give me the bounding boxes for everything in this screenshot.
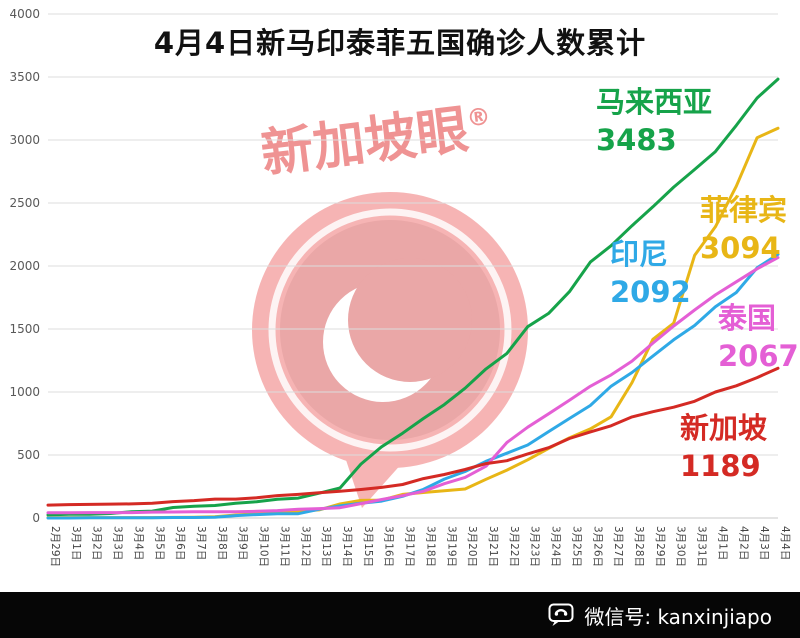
legend-philippines: 菲律宾 3094 [700, 192, 787, 267]
x-tick-label: 3月10日 [258, 526, 270, 567]
x-tick-label: 3月25日 [570, 526, 582, 567]
y-tick-label: 1500 [9, 322, 40, 336]
x-tick-label: 3月29日 [654, 526, 666, 567]
x-tick-label: 3月3日 [112, 526, 124, 560]
footer-bar: 微信号: kanxinjiapo [0, 592, 800, 638]
watermark-logo-icon [252, 192, 528, 508]
series-line-thailand [46, 256, 780, 515]
chart-area: 新加坡眼® 0 500 1000 1500 2000 2500 3000 3500 4000 2月… [9, 7, 799, 568]
x-tick-label: 3月17日 [404, 526, 416, 567]
x-tick-label: 3月19日 [445, 526, 457, 567]
x-tick-label: 3月24日 [550, 526, 562, 567]
y-tick-label: 2000 [9, 259, 40, 273]
x-tick-label: 3月31日 [696, 526, 708, 567]
x-tick-label: 4月4日 [779, 526, 791, 560]
legend-singapore-value: 1189 [680, 448, 761, 483]
x-tick-label: 3月4日 [132, 526, 144, 560]
legend-singapore: 新加坡 1189 [680, 410, 767, 485]
legend-philippines-value: 3094 [700, 230, 781, 265]
series-line-malaysia [46, 77, 780, 517]
wechat-id-text: 微信号: kanxinjiapo [584, 604, 772, 629]
x-tick-label: 3月13日 [320, 526, 332, 567]
y-tick-label: 0 [32, 511, 40, 525]
x-tick-label: 3月7日 [195, 526, 207, 560]
x-tick-label: 3月12日 [299, 526, 311, 567]
x-tick-label: 3月28日 [633, 526, 645, 567]
legend-thailand-value: 2067 [718, 338, 799, 373]
y-tick-label: 3000 [9, 133, 40, 147]
legend-malaysia-value: 3483 [596, 122, 677, 157]
x-tick-label: 3月22日 [508, 526, 520, 567]
plot-canvas: 0 500 1000 1500 2000 2500 3000 3500 4000 2月29日 3月1… [9, 7, 791, 567]
x-tick-label: 3月9日 [237, 526, 249, 560]
legend-indonesia-name: 印尼 [610, 237, 669, 271]
y-tick-label: 1000 [9, 385, 40, 399]
y-tick-label: 3500 [9, 70, 40, 84]
x-tick-label: 3月8日 [216, 526, 228, 560]
wechat-icon [548, 603, 574, 626]
x-tick-label: 4月2日 [737, 526, 749, 560]
x-tick-label: 4月3日 [758, 526, 770, 560]
legend-indonesia-value: 2092 [610, 274, 691, 309]
x-tick-label: 3月15日 [362, 526, 374, 567]
x-tick-label: 2月29日 [49, 526, 61, 567]
legend-philippines-name: 菲律宾 [700, 193, 788, 227]
x-tick-label: 3月21日 [487, 526, 499, 567]
y-tick-label: 500 [17, 448, 40, 462]
chart-title: 4月4日新马印泰菲五国确诊人数累计 [153, 26, 647, 60]
x-tick-label: 3月5日 [153, 526, 165, 560]
x-tick-label: 3月1日 [70, 526, 82, 560]
legend-malaysia-name: 马来西亚 [596, 85, 713, 119]
x-tick-label: 3月30日 [675, 526, 687, 567]
x-tick-label: 3月6日 [174, 526, 186, 560]
legend-malaysia: 马来西亚 3483 [596, 84, 712, 159]
x-tick-label: 3月26日 [591, 526, 603, 567]
x-tick-label: 3月20日 [466, 526, 478, 567]
x-tick-label: 3月14日 [341, 526, 353, 567]
x-tick-label: 3月2日 [91, 526, 103, 560]
legend-indonesia: 印尼 2092 [610, 236, 691, 311]
x-tick-label: 3月27日 [612, 526, 624, 567]
x-tick-label: 3月18日 [424, 526, 436, 567]
series-line-philippines [46, 126, 780, 520]
x-tick-label: 4月1日 [716, 526, 728, 560]
y-tick-label: 4000 [9, 7, 40, 21]
y-tick-label: 2500 [9, 196, 40, 210]
x-tick-label: 3月23日 [529, 526, 541, 567]
legend-thailand-name: 泰国 [718, 301, 777, 335]
legend-thailand: 泰国 2067 [718, 300, 799, 375]
x-tick-label: 3月16日 [383, 526, 395, 567]
series-line-singapore [46, 366, 780, 507]
x-tick-label: 3月11日 [278, 526, 290, 567]
legend-singapore-name: 新加坡 [680, 411, 768, 445]
